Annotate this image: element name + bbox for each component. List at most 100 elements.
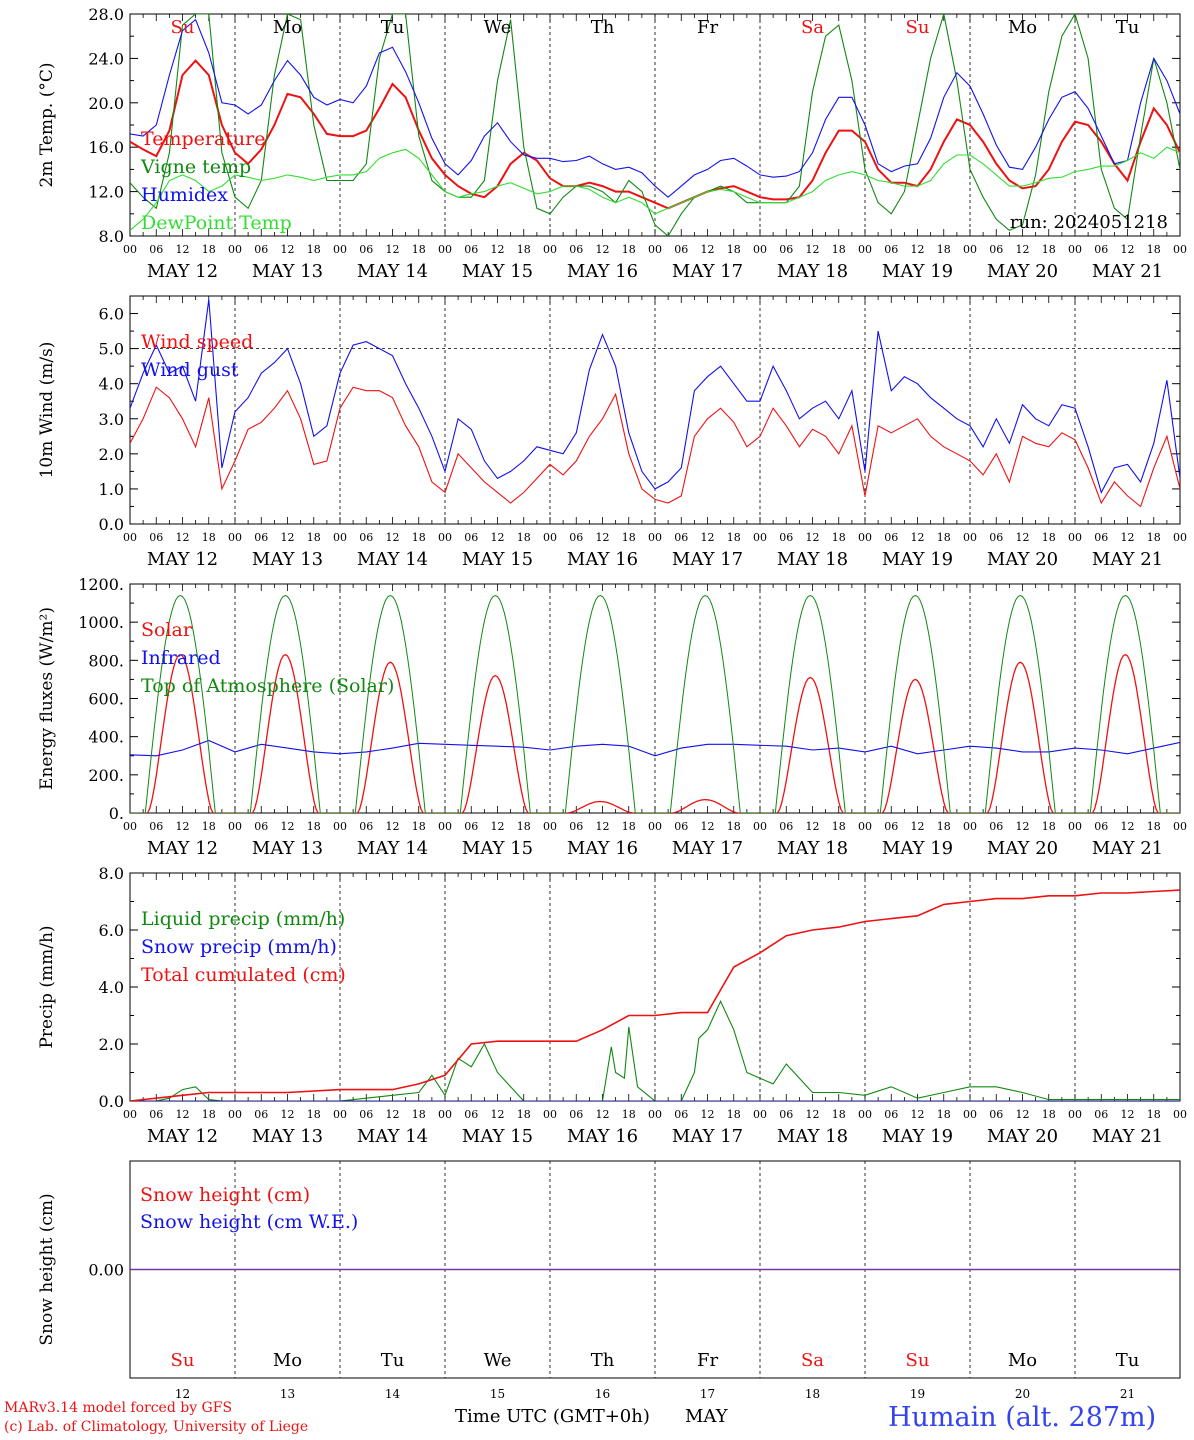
- hour-label: 06: [989, 243, 1003, 256]
- hour-label: 12: [701, 820, 715, 833]
- hour-label: 12: [281, 243, 295, 256]
- legend-entry: Wind gust: [141, 359, 239, 381]
- y-tick-label: 4.0: [99, 375, 124, 394]
- hour-label: 18: [412, 1108, 426, 1121]
- legend-entry: Humidex: [141, 184, 228, 206]
- hour-label: 06: [149, 1108, 163, 1121]
- y-tick-label: 4.0: [99, 978, 124, 997]
- panel-temp: 00 06 12 18 00 06 12 18 00 06 12 18 00 06 12 18 00 06 12 18…: [37, 5, 1187, 282]
- hour-label: 00: [1173, 243, 1187, 256]
- hour-label: 18: [937, 1108, 951, 1121]
- hour-label: 06: [989, 531, 1003, 544]
- hour-label: 00: [438, 1108, 452, 1121]
- hour-label: 00: [438, 820, 452, 833]
- y-tick-label: 200.: [88, 766, 124, 785]
- legend-entry: Infrared: [141, 647, 221, 669]
- hour-label: 06: [674, 531, 688, 544]
- hour-label: 00: [1173, 820, 1187, 833]
- hour-label: 12: [1016, 243, 1030, 256]
- date-label: MAY 20: [987, 838, 1058, 859]
- hour-label: 06: [884, 531, 898, 544]
- hour-label: 12: [176, 1108, 190, 1121]
- y-tick-label: 20.0: [88, 94, 124, 113]
- model-credit: MARv3.14 model forced by GFS: [4, 1400, 233, 1416]
- hour-label: 12: [596, 243, 610, 256]
- hour-label: 06: [1094, 243, 1108, 256]
- date-label: MAY 17: [672, 549, 743, 570]
- day-of-week-label: Su: [906, 1350, 930, 1371]
- date-label: MAY 19: [882, 1126, 953, 1147]
- date-label: MAY 21: [1092, 1126, 1163, 1147]
- hour-label: 06: [674, 243, 688, 256]
- date-label: MAY 14: [357, 838, 428, 859]
- hour-label: 06: [569, 1108, 583, 1121]
- y-axis-label: Precip (mm/h): [37, 925, 57, 1048]
- hour-label: 00: [543, 1108, 557, 1121]
- panel-precip: 00 06 12 18 00 06 12 18 00 06 12 18 00 06 12 18 00 06 12 18…: [37, 864, 1187, 1147]
- date-label: MAY 18: [777, 549, 848, 570]
- hour-label: 12: [1121, 1108, 1135, 1121]
- hour-label: 18: [517, 531, 531, 544]
- hour-label: 18: [307, 820, 321, 833]
- hour-label: 06: [1094, 531, 1108, 544]
- hour-label: 00: [123, 243, 137, 256]
- time-axis-label: Time UTC (GMT+0h): [455, 1406, 650, 1427]
- hour-label: 12: [911, 820, 925, 833]
- day-of-week-label: Mo: [273, 1350, 302, 1371]
- hour-label: 18: [517, 820, 531, 833]
- hour-label: 12: [1121, 531, 1135, 544]
- legend-entry: Total cumulated (cm): [141, 964, 346, 986]
- y-tick-label: 0.: [109, 804, 124, 823]
- hour-label: 06: [569, 243, 583, 256]
- hour-label: 00: [1068, 1108, 1082, 1121]
- month-label: MAY: [685, 1406, 728, 1427]
- hour-label: 12: [386, 243, 400, 256]
- panel-energy: 00 06 12 18 00 06 12 18 00 06 12 18 00 06 12 18 00 06 12 18…: [37, 575, 1187, 859]
- hour-label: 18: [202, 1108, 216, 1121]
- day-of-week-label: Fr: [697, 17, 718, 38]
- hour-label: 18: [517, 1108, 531, 1121]
- date-label: MAY 19: [882, 549, 953, 570]
- day-of-week-label: We: [484, 1350, 512, 1371]
- hour-label: 18: [727, 1108, 741, 1121]
- legend-entry: Wind speed: [141, 331, 253, 353]
- hour-label: 06: [464, 243, 478, 256]
- y-tick-label: 1200.: [78, 575, 124, 594]
- hour-label: 06: [464, 1108, 478, 1121]
- hour-label: 18: [832, 243, 846, 256]
- hour-label: 00: [648, 820, 662, 833]
- hour-label: 00: [543, 243, 557, 256]
- hour-label: 12: [1016, 820, 1030, 833]
- hour-label: 00: [858, 820, 872, 833]
- y-tick-label: 12.0: [88, 183, 124, 202]
- hour-label: 06: [569, 820, 583, 833]
- series-group: [130, 299, 1180, 508]
- hour-label: 06: [359, 1108, 373, 1121]
- y-tick-label: 3.0: [99, 410, 124, 429]
- date-label: MAY 15: [462, 549, 533, 570]
- date-label: MAY 18: [777, 261, 848, 282]
- day-number-label: 17: [700, 1387, 715, 1400]
- hour-label: 12: [176, 820, 190, 833]
- hour-label: 12: [1121, 820, 1135, 833]
- date-label: MAY 19: [882, 261, 953, 282]
- panel-wind: 00 06 12 18 00 06 12 18 00 06 12 18 00 06 12 18 00 06 12 18…: [37, 295, 1187, 570]
- y-tick-label: 2.0: [99, 445, 124, 464]
- hour-label: 00: [543, 820, 557, 833]
- hour-label: 06: [359, 820, 373, 833]
- date-label: MAY 12: [147, 549, 218, 570]
- y-axis-label: 2m Temp. (°C): [37, 62, 57, 187]
- y-tick-label: 8.0: [99, 864, 124, 883]
- hour-label: 18: [832, 1108, 846, 1121]
- hour-label: 06: [464, 531, 478, 544]
- hour-label: 18: [412, 820, 426, 833]
- legend-entry: Vigne temp: [140, 156, 251, 178]
- date-label: MAY 17: [672, 838, 743, 859]
- hour-label: 12: [911, 1108, 925, 1121]
- hour-label: 18: [622, 1108, 636, 1121]
- hour-label: 00: [648, 243, 662, 256]
- date-label: MAY 19: [882, 838, 953, 859]
- hour-label: 06: [674, 1108, 688, 1121]
- hour-label: 18: [307, 531, 321, 544]
- hour-label: 00: [1068, 243, 1082, 256]
